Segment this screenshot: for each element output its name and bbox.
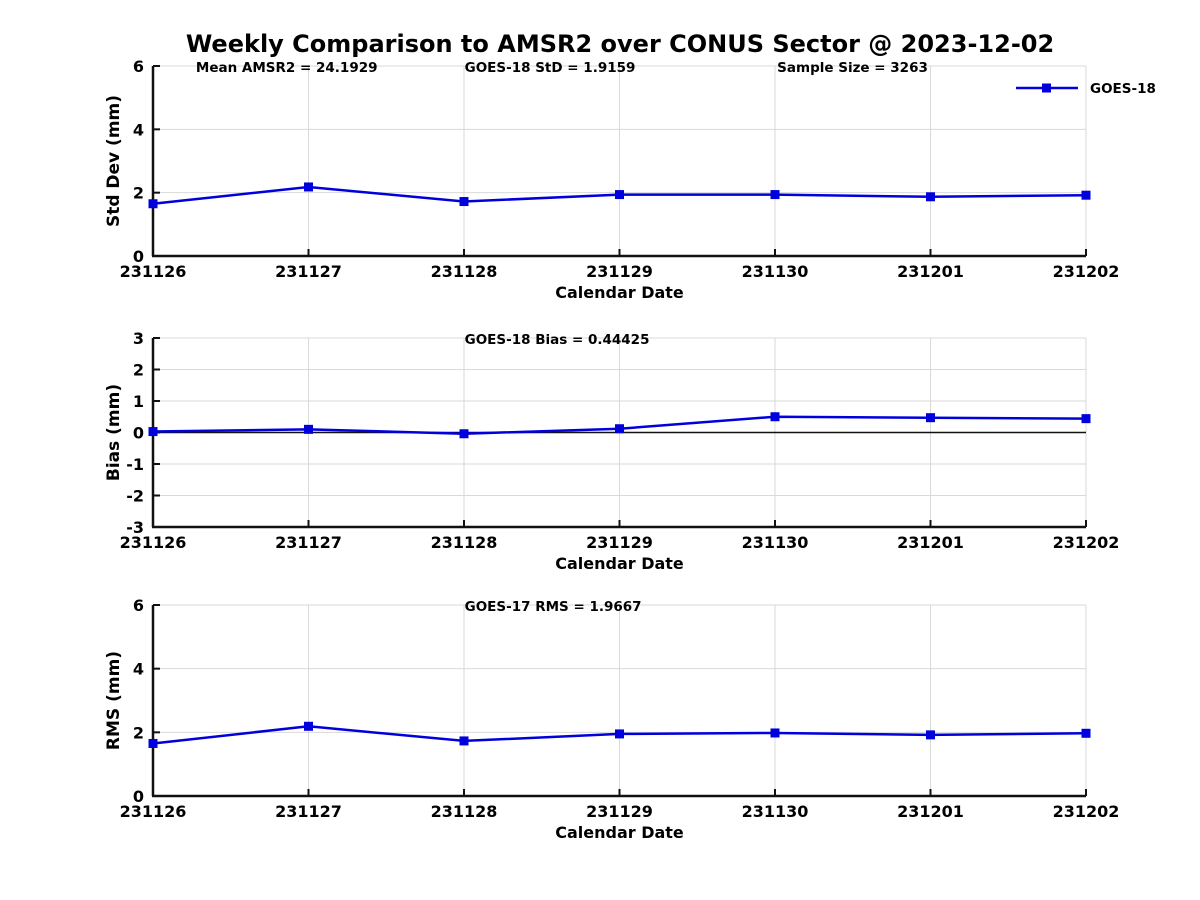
x-tick-label: 231126 — [120, 262, 187, 281]
x-tick-label: 231201 — [897, 262, 964, 281]
data-point-marker — [615, 729, 624, 739]
data-point-marker — [1081, 728, 1091, 738]
y-tick-label: 2 — [133, 723, 144, 742]
data-point-marker — [926, 413, 935, 423]
data-point-marker — [770, 728, 780, 738]
data-point-marker — [459, 736, 469, 746]
data-point-marker — [926, 192, 935, 202]
annotation-text: GOES-17 RMS = 1.9667 — [465, 599, 642, 615]
data-point-marker — [770, 412, 780, 422]
annotation-text: Sample Size = 3263 — [777, 60, 928, 76]
x-axis-label: Calendar Date — [555, 823, 684, 842]
x-tick-label: 231128 — [431, 802, 498, 821]
x-tick-label: 231128 — [431, 262, 498, 281]
rms-panel: 231126 231127 231128 231129 231130 231201 2312… — [104, 596, 1119, 842]
legend-marker — [1042, 83, 1051, 93]
std-dev-panel: 231126 231127 231128 231129 231130 231201 2312… — [104, 57, 1156, 302]
x-tick-label: 231127 — [275, 802, 342, 821]
x-tick-label: 231129 — [586, 262, 653, 281]
x-tick-label: 231201 — [897, 533, 964, 552]
x-axis-label: Calendar Date — [555, 283, 684, 302]
x-tick-label: 231126 — [120, 802, 187, 821]
bias-panel: 231126 231127 231128 231129 231130 231201 2312… — [104, 329, 1119, 573]
x-tick-label: 231127 — [275, 533, 342, 552]
y-tick-label: 6 — [133, 596, 144, 615]
annotation-text: GOES-18 StD = 1.9159 — [465, 60, 636, 76]
data-point-marker — [615, 190, 624, 200]
data-point-marker — [304, 182, 313, 192]
x-tick-label: 231202 — [1053, 802, 1120, 821]
y-tick-label: 0 — [133, 424, 144, 443]
data-point-marker — [304, 721, 313, 731]
x-tick-label: 231129 — [586, 802, 653, 821]
y-axis-label: RMS (mm) — [104, 651, 124, 750]
data-point-marker — [148, 427, 158, 437]
y-tick-label: 4 — [133, 660, 144, 679]
data-point-marker — [926, 730, 935, 740]
grid — [152, 65, 1087, 257]
data-point-marker — [304, 424, 313, 434]
data-point-marker — [1081, 190, 1091, 200]
annotation-text: Mean AMSR2 = 24.1929 — [196, 60, 378, 76]
y-axis-label: Std Dev (mm) — [104, 95, 124, 227]
x-tick-label: 231128 — [431, 533, 498, 552]
data-point-marker — [1081, 414, 1091, 424]
data-point-marker — [148, 738, 158, 748]
grid — [152, 604, 1087, 797]
y-tick-label: 6 — [133, 57, 144, 76]
y-tick-label: 0 — [133, 787, 144, 806]
y-tick-label: 3 — [133, 329, 144, 348]
x-tick-label: 231126 — [120, 533, 187, 552]
annotation-text: GOES-18 Bias = 0.44425 — [465, 332, 650, 348]
x-tick-label: 231129 — [586, 533, 653, 552]
y-tick-label: -1 — [126, 455, 144, 474]
data-point-marker — [459, 429, 469, 439]
x-tick-label: 231130 — [742, 262, 809, 281]
y-tick-label: -3 — [126, 518, 144, 537]
y-tick-label: 0 — [133, 247, 144, 266]
x-tick-label: 231201 — [897, 802, 964, 821]
x-tick-label: 231130 — [742, 533, 809, 552]
y-tick-label: 2 — [133, 184, 144, 203]
y-tick-label: 1 — [133, 392, 144, 411]
y-axis-label: Bias (mm) — [104, 384, 124, 481]
data-point-marker — [770, 190, 780, 200]
y-tick-label: 4 — [133, 120, 144, 139]
y-tick-label: 2 — [133, 361, 144, 380]
x-axis-label: Calendar Date — [555, 554, 684, 573]
data-point-marker — [148, 199, 158, 209]
x-tick-label: 231127 — [275, 262, 342, 281]
x-tick-label: 231202 — [1053, 262, 1120, 281]
x-tick-label: 231130 — [742, 802, 809, 821]
legend-label: GOES-18 — [1090, 81, 1156, 97]
data-point-marker — [459, 197, 469, 207]
y-tick-label: -2 — [126, 487, 144, 506]
data-point-marker — [615, 424, 624, 434]
legend: GOES-18 — [1016, 81, 1156, 97]
figure-title: Weekly Comparison to AMSR2 over CONUS Se… — [185, 30, 1055, 58]
x-tick-label: 231202 — [1053, 533, 1120, 552]
